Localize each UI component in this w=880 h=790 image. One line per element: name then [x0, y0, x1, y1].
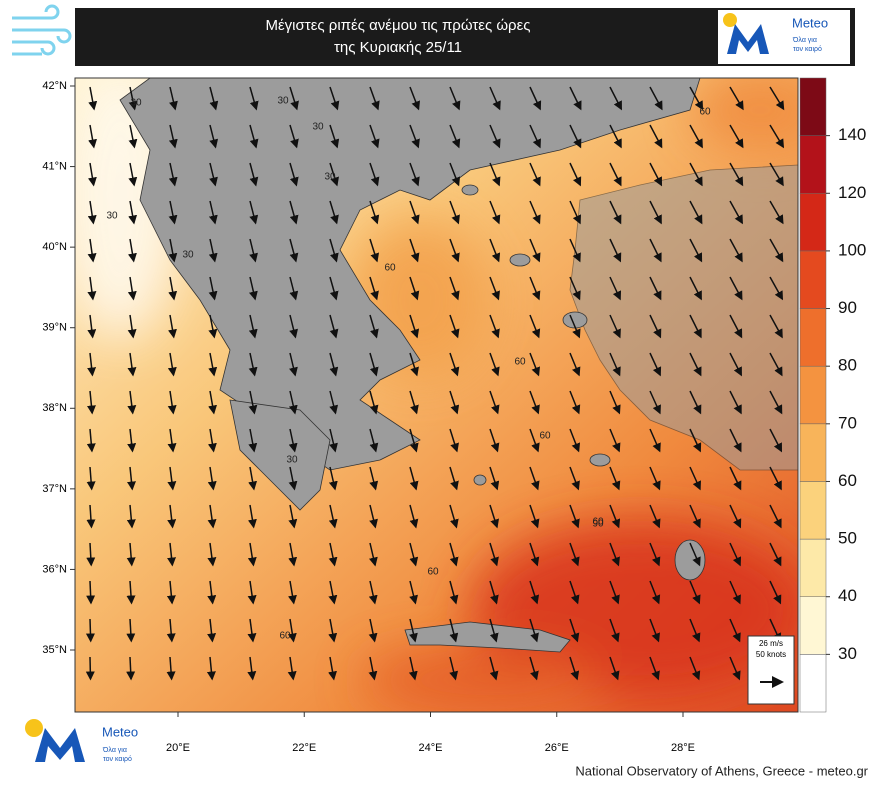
contour-label: 30 [106, 211, 118, 222]
colorbar-band [800, 136, 826, 194]
colorbar-band [800, 251, 826, 309]
footer-logo: Meteo Όλα για τον καιρό [25, 719, 138, 763]
colorbar-band [800, 654, 826, 712]
contour-label: 30 [130, 98, 142, 109]
lat-label: 35°N [42, 644, 67, 656]
contour-label: 60 [514, 357, 526, 368]
contour-label: 60 [699, 107, 711, 118]
lat-label: 38°N [42, 402, 67, 414]
logo-name: Meteo [792, 15, 828, 30]
contour-label: 30 [182, 250, 194, 261]
lon-label: 22°E [292, 742, 316, 754]
lat-label: 39°N [42, 322, 67, 334]
colorbar-label: 70 [838, 413, 857, 432]
colorbar: 30 40 50 60 70 80 90 100 120 140 [800, 78, 866, 712]
logo-tagline: Όλα για [102, 747, 127, 754]
title-line: της Κυριακής 25/11 [334, 39, 462, 56]
scale-arrow-box: 26 m/s 50 knots [748, 636, 794, 704]
contour-label: 60 [539, 431, 551, 442]
logo-tagline: τον καιρό [793, 45, 822, 53]
colorbar-band [800, 539, 826, 597]
lon-label: 24°E [419, 742, 443, 754]
lon-label: 20°E [166, 742, 190, 754]
wind-arrow [130, 657, 131, 679]
colorbar-label: 30 [838, 644, 857, 663]
colorbar-band [800, 366, 826, 424]
contour-label: 60 [427, 567, 439, 578]
contour-label: 30 [312, 122, 324, 133]
colorbar-label: 40 [838, 586, 857, 605]
lat-label: 41°N [42, 160, 67, 172]
logo-name: Meteo [102, 724, 138, 739]
logo-tagline: τον καιρό [103, 755, 132, 763]
contour-label: 30 [277, 96, 289, 107]
colorbar-label: 100 [838, 240, 866, 259]
header-logo: Meteo Όλα για τον καιρό [718, 10, 850, 64]
colorbar-label: 80 [838, 356, 857, 375]
colorbar-band [800, 309, 826, 367]
lat-label: 42°N [42, 80, 67, 92]
lat-label: 40°N [42, 241, 67, 253]
colorbar-label: 120 [838, 183, 866, 202]
contour-label: 30 [324, 172, 336, 183]
lon-label: 28°E [671, 742, 695, 754]
scale-knots: 50 knots [756, 650, 786, 659]
lat-label: 37°N [42, 483, 67, 495]
colorbar-label: 140 [838, 125, 866, 144]
colorbar-label: 60 [838, 471, 857, 490]
wind-arrow [90, 619, 91, 641]
scale-speed: 26 m/s [759, 639, 783, 648]
colorbar-label: 50 [838, 529, 857, 548]
colorbar-band [800, 78, 826, 136]
lon-label: 26°E [545, 742, 569, 754]
contour-label: 60 [279, 631, 291, 642]
colorbar-band [800, 481, 826, 539]
colorbar-band [800, 424, 826, 482]
lat-label: 36°N [42, 563, 67, 575]
logo-tagline: Όλα για [792, 37, 817, 44]
title-line: Μέγιστες ριπές ανέμου τις πρώτες ώρες [266, 17, 531, 34]
contour-label: 90 [592, 519, 604, 530]
wind-icon [12, 6, 70, 54]
wind-arrow [90, 581, 91, 603]
colorbar-label: 90 [838, 298, 857, 317]
contour-label: 60 [384, 263, 396, 274]
footer-credit: National Observatory of Athens, Greece -… [575, 763, 868, 778]
colorbar-band [800, 597, 826, 655]
contour-label: 30 [286, 455, 298, 466]
colorbar-band [800, 193, 826, 251]
